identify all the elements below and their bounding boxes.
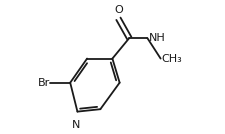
Text: N: N [72,120,80,130]
Text: NH: NH [148,33,164,43]
Text: O: O [114,5,122,15]
Text: CH₃: CH₃ [161,54,182,64]
Text: Br: Br [37,78,50,88]
